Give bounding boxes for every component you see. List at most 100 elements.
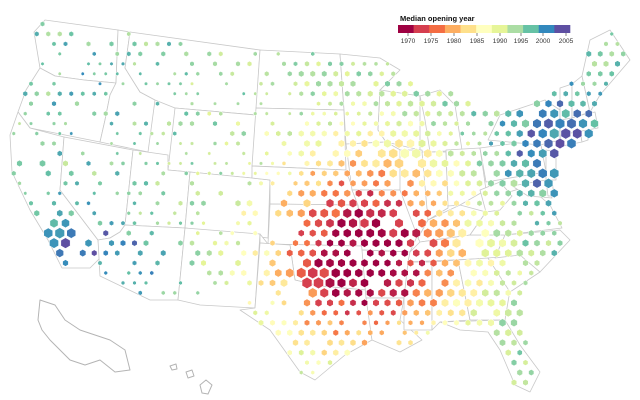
hexbin-cell — [178, 161, 183, 166]
hexbin-cell — [68, 30, 74, 37]
hexbin-cell — [401, 110, 408, 118]
hexbin-cell — [321, 309, 328, 317]
hexbin-cell — [493, 328, 501, 337]
hexbin-cell — [252, 51, 258, 57]
hexbin-cell — [343, 149, 351, 158]
hexbin-cell — [464, 218, 472, 228]
hexbin-cell — [475, 218, 484, 228]
hexbin-cell — [339, 120, 344, 127]
hexbin-cell — [418, 99, 426, 108]
hexbin-cell — [470, 209, 477, 217]
hexbin-cell — [349, 238, 357, 248]
hexbin-cell — [366, 288, 375, 298]
hexbin-cell — [384, 319, 391, 326]
hexbin-cell — [338, 139, 345, 148]
hexbin-cell — [178, 81, 183, 86]
hexbin-cell — [327, 319, 333, 327]
hexbin-cell — [275, 249, 282, 257]
hexbin-cell — [504, 228, 512, 238]
hexbin-cell — [178, 220, 183, 226]
legend: Median opening year 1970 1975 1980 1985 … — [398, 14, 574, 45]
hexbin-cell — [143, 239, 149, 247]
hexbin-cell — [492, 248, 501, 258]
hexbin-cell — [315, 159, 322, 168]
hexbin-cell — [608, 50, 615, 58]
hexbin-cell — [384, 100, 391, 108]
hexbin-cell — [206, 249, 213, 257]
hexbin-cell — [16, 159, 23, 167]
hexbin-cell — [297, 229, 305, 237]
hexbin-cell — [33, 209, 40, 217]
hexbin-cell — [252, 209, 259, 217]
hexbin-cell — [493, 150, 500, 157]
hexbin-cell — [516, 328, 524, 337]
hexbin-cell — [315, 319, 322, 327]
hexbin-cell — [155, 61, 160, 67]
hexbin-cell — [499, 140, 506, 147]
hexbin-cell — [394, 278, 404, 288]
hexbin-cell — [86, 61, 91, 67]
hexbin-cell — [538, 188, 547, 198]
hexbin-cell — [286, 189, 293, 197]
hexbin-cell — [149, 270, 154, 276]
hexbin-cell — [470, 110, 477, 118]
hexbin-cell — [190, 161, 194, 166]
hexbin-cell — [298, 349, 305, 356]
hexbin-cell — [280, 198, 288, 208]
hexbin-cell — [413, 329, 419, 336]
hexbin-cell — [325, 198, 335, 209]
hexbin-cell — [488, 140, 494, 147]
legend-tick-1975: 1975 — [424, 38, 439, 45]
state-oh — [445, 147, 487, 207]
hexbin-cell — [298, 90, 304, 97]
hexbin-cell — [540, 210, 546, 217]
hexbin-cell — [372, 179, 380, 188]
hexbin-cell — [264, 111, 269, 116]
hexbin-cell — [102, 229, 109, 237]
hexbin-cell — [301, 276, 313, 289]
hexbin-cell — [342, 267, 352, 278]
hexbin-cell — [419, 319, 425, 326]
hexbin-cell — [505, 149, 512, 158]
hexbin-cell — [452, 258, 461, 268]
hexbin-cell — [326, 298, 334, 307]
hexbin-cell — [309, 170, 316, 177]
hexbin-cell — [419, 120, 425, 128]
hexbin-cell — [331, 228, 340, 238]
hexbin-cell — [57, 90, 63, 97]
hexbin-cell — [372, 198, 380, 208]
hexbin-cell — [45, 110, 51, 117]
hexbin-cell — [377, 208, 387, 219]
hexbin-layer — [11, 21, 627, 387]
hexbin-cell — [384, 80, 391, 88]
hexbin-cell — [430, 319, 437, 326]
hexbin-cell — [339, 100, 344, 107]
hexbin-cell — [293, 61, 298, 67]
hexbin-cell — [270, 180, 275, 187]
hexbin-cell — [366, 268, 375, 278]
hexbin-cell — [298, 149, 305, 158]
hexbin-cell — [195, 110, 201, 117]
hexbin-cell — [557, 220, 563, 226]
hexbin-cell — [350, 61, 356, 67]
hexbin-cell — [325, 218, 335, 229]
hexbin-cell — [213, 161, 217, 166]
hexbin-cell — [348, 277, 358, 288]
hexbin-cell — [377, 168, 386, 178]
hexbin-cell — [315, 80, 322, 88]
hexbin-cell — [464, 159, 472, 168]
hexbin-cell — [447, 308, 455, 317]
hexbin-cell — [435, 268, 443, 278]
hexbin-cell — [585, 50, 592, 58]
hexbin-cell — [91, 110, 97, 117]
hexbin-cell — [252, 309, 258, 316]
hexbin-cell — [538, 148, 548, 159]
legend-swatch — [429, 25, 446, 33]
state-sd — [251, 107, 347, 171]
hexbin-cell — [23, 111, 28, 117]
hexbin-cell — [315, 139, 322, 148]
hexbin-cell — [528, 229, 535, 237]
hexbin-cell — [522, 259, 529, 267]
hexbin-cell — [389, 268, 398, 278]
hexbin-cell — [184, 71, 189, 77]
